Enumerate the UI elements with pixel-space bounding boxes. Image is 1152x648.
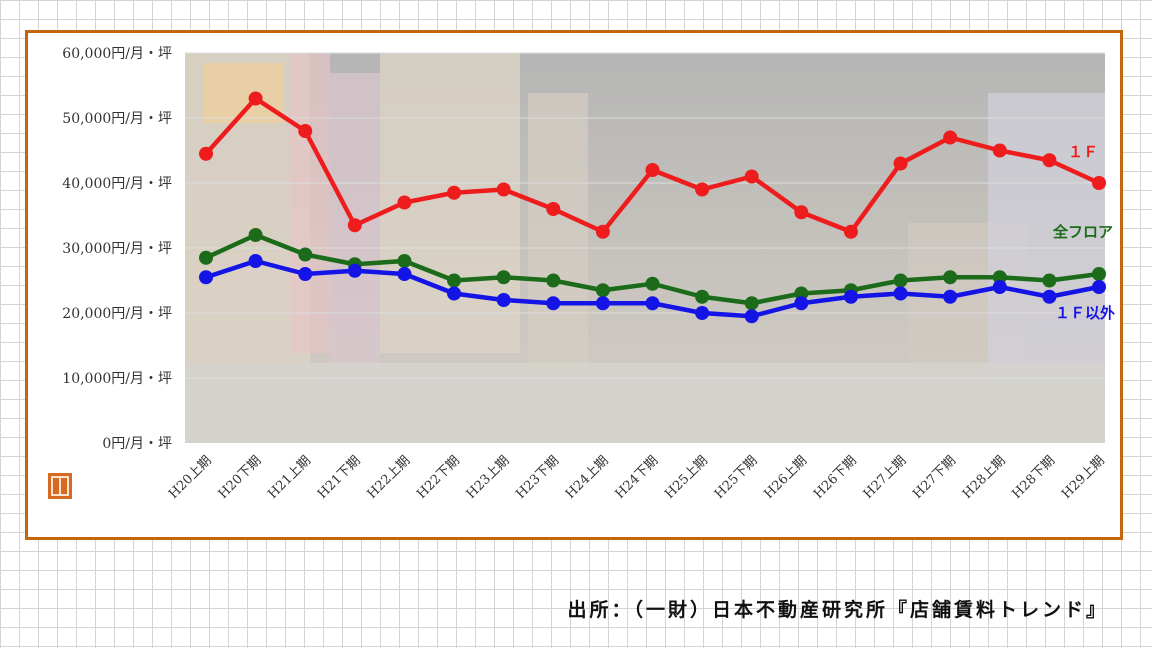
data-point	[199, 146, 213, 161]
data-point	[943, 270, 958, 285]
data-point	[546, 202, 561, 216]
data-point	[199, 250, 213, 265]
data-point	[695, 306, 710, 320]
data-point	[298, 267, 313, 281]
x-tick-label: H24上期	[563, 453, 612, 502]
data-point	[447, 185, 462, 200]
data-point	[496, 293, 511, 307]
data-point	[496, 270, 511, 285]
data-point	[347, 263, 362, 278]
data-point	[397, 195, 412, 210]
data-point	[695, 182, 710, 197]
x-tick-label: H20下期	[216, 453, 265, 502]
data-point	[943, 130, 958, 145]
x-tick-label: H20上期	[166, 453, 215, 502]
rent-trend-chart: 0円/月・坪 10,000円/月・坪 20,000円/月・坪 30,000円/月・坪 4…	[48, 46, 1115, 502]
x-tick-label: H29上期	[1059, 453, 1108, 502]
data-point	[943, 289, 958, 304]
data-point	[595, 296, 610, 311]
y-tick-label: 0円/月・坪	[102, 436, 172, 452]
data-point	[992, 143, 1007, 158]
data-point	[397, 254, 412, 268]
data-point	[645, 163, 660, 177]
series-label: 全フロア	[1052, 223, 1113, 241]
x-tick-label: H21上期	[265, 453, 314, 502]
y-gridlines	[185, 52, 1105, 379]
x-tick-label: H26下期	[811, 453, 860, 502]
data-point	[546, 273, 561, 288]
x-tick-label: H22下期	[414, 453, 463, 502]
new-stamp-icon	[48, 473, 72, 499]
data-point	[744, 169, 759, 184]
data-point	[248, 228, 263, 242]
series-labels: １Ｆ 全フロア １Ｆ以外	[1052, 143, 1115, 322]
x-tick-label: H28下期	[1010, 453, 1059, 502]
source-note: 出所：（一財）日本不動産研究所『店舗賃料トレンド』	[567, 599, 1108, 621]
data-point	[794, 296, 809, 311]
data-point	[447, 286, 462, 301]
x-tick-label: H27上期	[861, 453, 910, 502]
x-tick-label: H25上期	[662, 453, 711, 502]
data-point	[645, 276, 660, 291]
data-point	[397, 267, 412, 281]
data-point	[645, 296, 660, 311]
y-tick-label: 20,000円/月・坪	[62, 306, 172, 322]
x-tick-label: H27下期	[910, 453, 959, 502]
data-point	[992, 280, 1007, 294]
series-lines	[199, 91, 1106, 324]
data-point	[744, 309, 759, 324]
x-tick-label: H21下期	[315, 453, 364, 502]
data-point	[248, 254, 263, 268]
series-label: １Ｆ以外	[1055, 304, 1115, 322]
data-point	[447, 273, 462, 288]
y-axis: 0円/月・坪 10,000円/月・坪 20,000円/月・坪 30,000円/月・坪 4…	[62, 46, 172, 452]
data-point	[1092, 280, 1106, 294]
series-label: １Ｆ	[1068, 143, 1098, 161]
x-tick-label: H23上期	[464, 453, 513, 502]
data-point	[893, 156, 908, 171]
data-point	[1042, 153, 1057, 168]
y-tick-label: 50,000円/月・坪	[62, 111, 172, 127]
x-tick-label: H25下期	[712, 453, 761, 502]
data-point	[496, 182, 511, 197]
data-point	[298, 124, 313, 138]
data-point	[546, 296, 561, 311]
data-point	[248, 91, 263, 106]
data-point	[347, 218, 362, 233]
data-point	[595, 224, 610, 239]
y-tick-label: 10,000円/月・坪	[62, 371, 172, 387]
y-tick-label: 60,000円/月・坪	[62, 46, 172, 62]
data-point	[1092, 267, 1106, 281]
data-point	[843, 289, 858, 304]
data-point	[744, 296, 759, 311]
x-tick-label: H26上期	[761, 453, 810, 502]
data-point	[1042, 289, 1057, 304]
data-point	[695, 289, 710, 304]
data-point	[843, 224, 858, 239]
data-point	[992, 270, 1007, 285]
y-tick-label: 40,000円/月・坪	[62, 176, 172, 192]
data-point	[794, 205, 809, 220]
data-point	[794, 286, 809, 301]
y-tick-label: 30,000円/月・坪	[62, 241, 172, 257]
data-point	[199, 270, 213, 285]
data-point	[893, 286, 908, 301]
x-tick-label: H23下期	[513, 453, 562, 502]
x-tick-label: H22上期	[365, 453, 414, 502]
chart-frame: 0円/月・坪 10,000円/月・坪 20,000円/月・坪 30,000円/月・坪 4…	[25, 30, 1123, 540]
data-point	[1092, 176, 1106, 190]
x-axis: H20上期 H20下期 H21上期 H21下期 H22上期 H22下期 H23上期 H23下期…	[166, 453, 1108, 502]
data-point	[595, 283, 610, 298]
data-point	[893, 273, 908, 288]
x-tick-label: H24下期	[613, 453, 662, 502]
x-tick-label: H28上期	[960, 453, 1009, 502]
data-point	[298, 247, 313, 262]
data-point	[1042, 273, 1057, 288]
